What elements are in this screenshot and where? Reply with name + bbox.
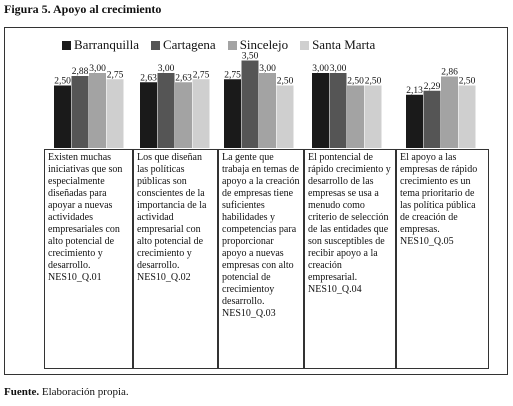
- data-label: 2,63: [140, 73, 157, 83]
- bar-santa-marta-4: [364, 85, 382, 148]
- column-description: Los que diseñan las políticas públicas s…: [137, 152, 207, 271]
- column-code: NES10_Q.04: [308, 284, 362, 295]
- data-label: 3,00: [259, 64, 276, 74]
- legend-swatch: [150, 40, 160, 50]
- data-label: 2,50: [347, 77, 364, 87]
- column-code: NES10_Q.05: [400, 236, 454, 247]
- bar-santa-marta-5: [458, 85, 476, 148]
- column-code: NES10_Q.03: [222, 308, 276, 319]
- data-label: 3,00: [89, 64, 106, 74]
- legend-swatch: [227, 40, 237, 50]
- bar-barranquilla-1: [54, 85, 71, 148]
- bar-santa-marta-3: [276, 85, 294, 148]
- bar-barranquilla-5: [406, 94, 423, 148]
- source-label: Fuente.: [4, 386, 40, 398]
- data-label: 2,75: [107, 70, 124, 80]
- bar-chart: 2,502,88 3,002,75 2,633,002,63 2,75 2,753,50…: [54, 52, 476, 148]
- column-box-5: El apoyo a las empresas de rápido crecim…: [396, 149, 489, 369]
- legend-swatch: [300, 40, 310, 50]
- data-label: 2,29: [424, 82, 441, 92]
- bar-sincelejo-5: [441, 76, 458, 148]
- bar-cartagena-4: [329, 73, 347, 148]
- bar-barranquilla-2: [140, 82, 157, 148]
- data-label: 2,50: [365, 77, 382, 87]
- bar-sincelejo-3: [259, 73, 276, 148]
- figure-frame: [4, 27, 508, 375]
- data-label: 3,50: [242, 52, 259, 62]
- column-description: Existen muchas iniciativas que son espec…: [48, 152, 123, 271]
- column-description: La gente que trabaja en temas de apoyo a…: [222, 152, 300, 307]
- bar-santa-marta-2: [192, 79, 210, 148]
- bar-barranquilla-4: [312, 73, 329, 148]
- data-label: 2,88: [72, 67, 89, 77]
- legend-swatch: [62, 40, 71, 50]
- column-description: El pontencial de rápido crecimiento y de…: [308, 152, 391, 283]
- column-box-4: El pontencial de rápido crecimiento y de…: [304, 149, 396, 369]
- bar-barranquilla-3: [224, 79, 241, 148]
- legend-item-sincelejo: Sincelejo: [227, 37, 289, 53]
- data-label: 2,13: [406, 86, 423, 96]
- legend-label: Sincelejo: [239, 37, 289, 52]
- bar-sincelejo-2: [175, 82, 192, 148]
- data-label: 3,00: [158, 64, 175, 74]
- bar-sincelejo-1: [89, 73, 106, 148]
- data-label: 2,75: [224, 70, 241, 80]
- column-description: El apoyo a las empresas de rápido crecim…: [400, 152, 478, 235]
- column-box-1: Existen muchas iniciativas que son espec…: [44, 149, 133, 369]
- legend-item-santa-marta: Santa Marta: [300, 37, 375, 53]
- legend-label: Cartagena: [162, 37, 216, 52]
- data-label: 2,86: [441, 68, 458, 78]
- bar-cartagena-1: [71, 76, 89, 148]
- legend-label: Barranquilla: [74, 37, 139, 52]
- bar-cartagena-2: [157, 73, 175, 148]
- data-label: 3,00: [312, 64, 329, 74]
- bar-cartagena-5: [423, 90, 441, 148]
- chart-legend: Barranquilla Cartagena Sincelejo Santa M…: [62, 37, 375, 53]
- column-box-2: Los que diseñan las políticas públicas s…: [133, 149, 218, 369]
- column-code: NES10_Q.02: [137, 272, 191, 283]
- legend-item-barranquilla: Barranquilla: [62, 37, 139, 53]
- bar-santa-marta-1: [106, 79, 124, 148]
- data-label: 2,50: [54, 77, 71, 87]
- figure-source: Fuente. Elaboración propia.: [4, 386, 129, 398]
- data-label: 2,50: [459, 77, 476, 87]
- column-code: NES10_Q.01: [48, 272, 102, 283]
- data-label: 3,00: [330, 64, 347, 74]
- bar-sincelejo-4: [347, 85, 364, 148]
- source-text: Elaboración propia.: [39, 386, 129, 398]
- data-label: 2,75: [193, 70, 210, 80]
- data-label: 2,63: [175, 73, 192, 83]
- legend-item-cartagena: Cartagena: [150, 37, 216, 53]
- column-box-3: La gente que trabaja en temas de apoyo a…: [218, 149, 304, 369]
- bar-cartagena-3: [241, 60, 259, 148]
- data-label: 2,50: [277, 77, 294, 87]
- legend-label: Santa Marta: [312, 37, 376, 52]
- figure-title: Figura 5. Apoyo al crecimiento: [4, 2, 162, 16]
